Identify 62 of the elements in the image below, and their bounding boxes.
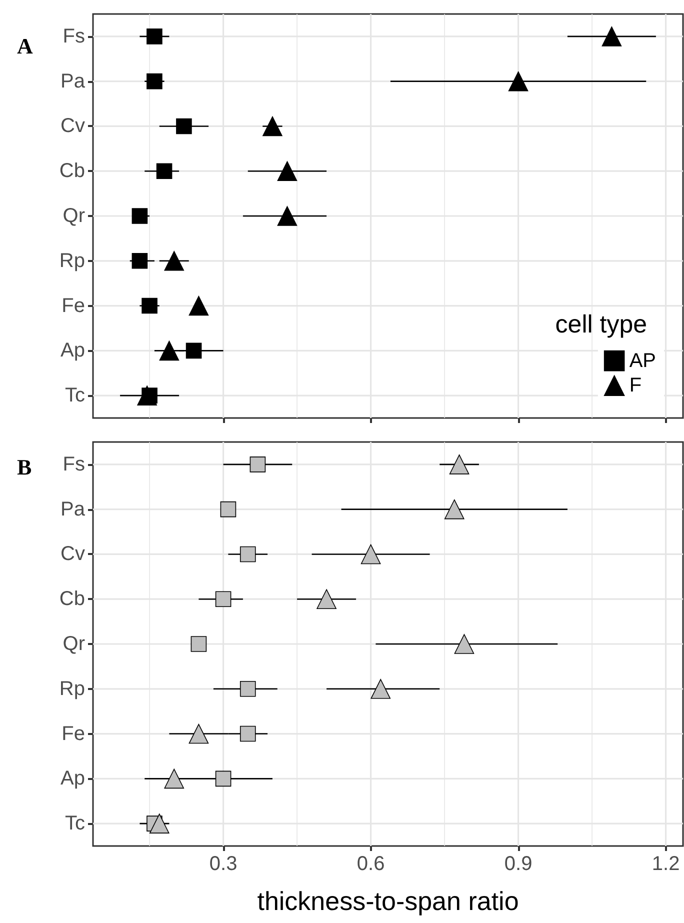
y-tick-label: Fe [62,294,85,317]
text: B [17,454,32,480]
point [277,206,298,226]
point [188,724,209,744]
point [137,386,157,406]
text: A [17,34,33,58]
point [215,770,232,787]
point [215,591,232,608]
y-tick-label: Qr [62,205,86,227]
x-axis-title: thickness-to-span ratio [257,886,519,916]
legend-title: cell type [555,310,648,338]
legend-label: F [629,374,642,397]
point [240,680,256,697]
y-tick-label: Pa [60,498,86,520]
y-tick-label: Rp [59,250,85,272]
point [508,71,528,92]
y-tick-label: Cv [60,543,85,566]
point [220,501,236,518]
y-tick-label: Tc [65,812,85,835]
point [316,589,336,610]
point [188,296,209,316]
y-tick-label: Ap [60,768,85,790]
point [132,252,148,269]
point [250,456,266,472]
y-tick-label: Qr [62,633,86,655]
y-tick-label: Pa [60,70,86,92]
x-tick-label: 0.6 [356,853,385,875]
point [240,726,256,742]
point [149,814,170,834]
point [142,298,158,314]
point [602,26,622,46]
point [190,636,207,652]
y-tick-label: Cb [59,160,85,182]
point [132,208,148,224]
point [360,544,381,564]
point [449,454,470,474]
point [156,163,172,180]
x-tick-label: 0.3 [209,853,238,875]
point [159,340,180,361]
point [370,678,391,699]
point [146,73,162,90]
point [262,116,282,136]
point [240,546,256,562]
y-tick-label: Cb [59,588,85,610]
legend-label: AP [629,350,656,372]
point [277,161,298,182]
y-tick-label: Cv [60,115,85,138]
x-tick-label: 0.9 [504,853,532,875]
y-tick-label: Fs [62,25,85,48]
point [444,499,464,520]
point [454,634,474,654]
point [176,118,192,134]
x-tick-label: 1.2 [652,853,680,875]
point [164,250,184,271]
y-tick-label: Rp [59,678,85,700]
point [186,342,202,359]
y-tick-label: Ap [60,340,85,362]
point [164,768,184,789]
y-tick-label: Fs [62,453,85,476]
y-tick-label: Fe [62,722,85,745]
y-tick-label: Tc [65,384,85,407]
point [146,28,162,44]
